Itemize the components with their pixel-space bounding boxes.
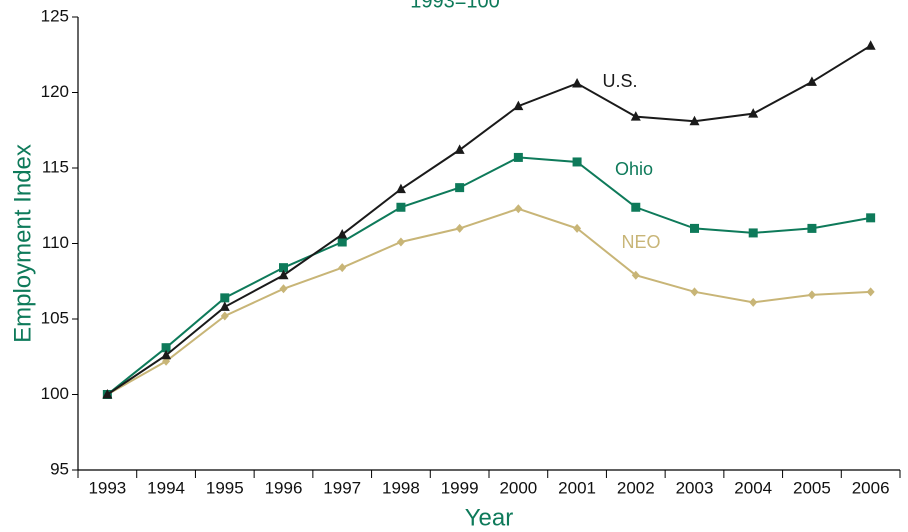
point-marker	[866, 213, 876, 223]
series-line	[106, 44, 872, 396]
point-marker	[279, 263, 288, 273]
y-tick-label: 95	[50, 459, 69, 478]
y-tick-label: 125	[41, 6, 69, 25]
point-marker	[278, 269, 289, 280]
x-tick-label: 2001	[558, 478, 596, 497]
point-marker	[572, 157, 582, 167]
point-marker	[572, 77, 583, 88]
point-marker	[161, 343, 171, 353]
x-tick-label: 1999	[441, 478, 479, 497]
point-marker	[806, 76, 817, 86]
point-marker	[631, 202, 641, 212]
point-marker	[866, 287, 875, 297]
point-marker	[631, 270, 640, 280]
x-tick-label: 1995	[206, 478, 244, 497]
x-axis-title: Year	[465, 504, 514, 531]
x-tick-label: 1996	[265, 478, 303, 497]
point-marker	[338, 263, 347, 273]
series-label: NEO	[621, 232, 660, 252]
y-tick-label: 105	[41, 308, 69, 327]
y-tick-label: 110	[42, 233, 69, 252]
point-marker	[748, 108, 759, 118]
point-marker	[690, 287, 699, 297]
y-tick-label: 100	[41, 384, 69, 403]
y-tick-label: 120	[41, 82, 69, 101]
point-marker	[102, 389, 113, 399]
point-marker	[454, 144, 465, 154]
series-label: Ohio	[615, 159, 653, 179]
point-marker	[455, 183, 465, 193]
y-tick-label: 115	[42, 157, 69, 176]
point-marker	[220, 311, 229, 321]
point-marker	[807, 290, 816, 300]
x-tick-label: 2002	[617, 478, 655, 497]
point-marker	[865, 40, 876, 50]
point-marker	[337, 228, 348, 239]
chart-title: 1993=100	[410, 0, 500, 12]
x-tick-label: 1994	[147, 478, 185, 497]
point-marker	[807, 223, 817, 233]
x-tick-label: 2003	[676, 478, 714, 497]
point-marker	[690, 223, 699, 233]
x-tick-label: 1993	[88, 478, 126, 497]
point-marker	[514, 204, 523, 214]
point-marker	[630, 111, 641, 121]
x-tick-label: 2000	[499, 478, 537, 497]
point-marker	[279, 284, 288, 294]
point-marker	[749, 297, 758, 307]
x-tick-label: 1998	[382, 478, 420, 497]
point-marker	[573, 223, 582, 233]
x-tick-label: 1997	[323, 478, 361, 497]
series-line	[106, 207, 871, 396]
y-axis-title: Employment Index	[9, 144, 36, 343]
point-marker	[455, 223, 464, 233]
point-marker	[689, 115, 700, 126]
x-tick-label: 2005	[793, 478, 831, 497]
point-marker	[396, 237, 405, 247]
point-marker	[161, 349, 172, 360]
point-marker	[337, 237, 347, 247]
series-line	[106, 156, 871, 396]
point-marker	[220, 293, 230, 303]
point-marker	[513, 100, 524, 111]
x-tick-label: 2006	[852, 478, 890, 497]
point-marker	[395, 183, 406, 194]
point-marker	[396, 202, 406, 212]
series-label: U.S.	[602, 71, 637, 91]
point-marker	[219, 301, 230, 311]
point-marker	[513, 152, 523, 162]
point-marker	[748, 228, 758, 238]
x-tick-label: 2004	[734, 478, 772, 497]
